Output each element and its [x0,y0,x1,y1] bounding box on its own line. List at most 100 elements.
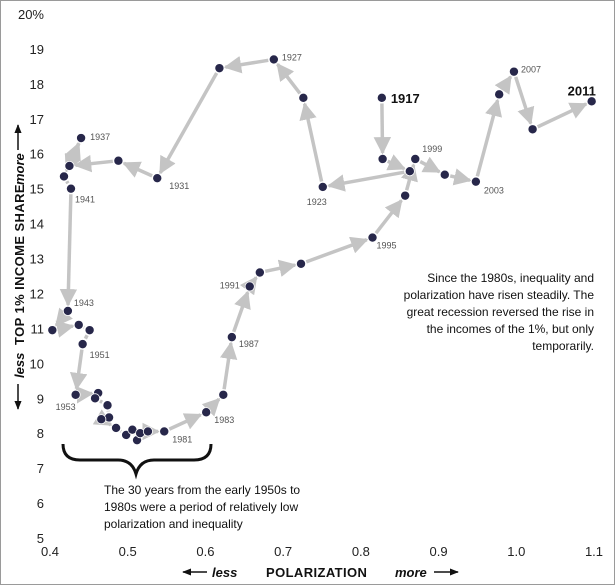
path-segment [276,62,302,95]
year-label: 1981 [172,434,192,444]
data-point [298,92,309,103]
data-point [226,332,237,343]
trajectory-path [54,56,588,441]
path-segment [122,161,153,178]
path-segment [73,154,114,173]
data-point [317,181,328,192]
low-period-brace [61,443,213,480]
year-label: 2003 [484,186,504,196]
data-point [218,389,229,400]
y-tick-label: 18 [30,77,44,92]
year-label: 1941 [75,195,95,205]
data-point [376,92,387,103]
x-axis-label: POLARIZATION [266,565,367,580]
year-labels: 1917 1923 1927 1931 1937 1941 1943 1951 1953 1981… [56,52,596,444]
x-tick-label: 0.9 [430,544,448,559]
data-point [410,153,421,164]
data-points [47,54,597,446]
data-point [254,267,265,278]
year-label: 2007 [521,65,541,75]
data-point [159,426,170,437]
data-point [142,426,153,437]
year-label: 1943 [74,298,94,308]
data-point [90,393,101,404]
data-point [65,183,76,194]
path-segment [264,259,297,277]
y-tick-label: 12 [30,286,44,301]
data-point [508,66,519,77]
y-tick-label: 16 [30,147,44,162]
data-point [58,171,69,182]
path-segment [536,102,588,129]
path-segment [168,413,203,431]
data-point [201,407,212,418]
path-segment [219,341,238,390]
x-tick-label: 0.6 [196,544,214,559]
path-segment [54,307,73,327]
path-segment [201,397,221,417]
data-point [527,124,538,135]
annotation-low-period: The 30 years from the early 1950s to 198… [104,483,301,531]
y-tick-label: 6 [37,496,44,511]
y-more-label: more [12,153,27,185]
year-label: 1999 [422,144,442,154]
x-less-label: less [212,565,237,580]
data-point [64,160,75,171]
y-tick-label: 9 [37,391,44,406]
x-axis-title: less POLARIZATION more [182,565,459,580]
data-point [152,173,163,184]
y-tick-label: 7 [37,461,44,476]
year-label: 1953 [56,402,76,412]
y-tick-label: 5 [37,531,44,546]
path-segment [232,290,251,333]
path-segment [75,385,94,404]
path-segment [449,168,472,186]
x-tick-label: 0.4 [41,544,59,559]
data-point [77,339,88,350]
year-label: 2011 [568,83,596,98]
year-label: 1927 [282,52,302,62]
y-axis-title: less TOP 1% INCOME SHARE more [12,124,27,410]
path-segment [475,98,503,177]
data-point [62,305,73,316]
path-segment [65,180,70,185]
data-point [367,232,378,243]
data-point [70,389,81,400]
data-point [586,96,597,107]
path-segment [494,75,513,95]
path-segment [55,320,75,338]
axis-ticks: 5 6 7 8 9 10 11 12 13 14 15 16 17 18 19 20% 0.4 0.5 0.6 0.7… [18,7,603,559]
y-tick-label: 19 [30,42,44,57]
year-label: 1995 [376,241,396,251]
data-point [76,133,87,144]
x-more-label: more [395,565,427,580]
path-segment [69,349,88,391]
path-segment [373,103,392,155]
data-point [377,153,388,164]
x-tick-label: 0.5 [119,544,137,559]
data-point [73,319,84,330]
x-tick-label: 0.8 [352,544,370,559]
data-point [404,166,415,177]
y-tick-label: 14 [30,217,44,232]
data-point [96,414,107,425]
year-label: 1951 [90,350,110,360]
path-segment [374,199,403,235]
x-tick-label: 1.1 [585,544,603,559]
path-segment [514,76,535,126]
year-label: 1917 [391,91,420,106]
path-segment [99,399,104,404]
path-segment [305,236,369,264]
x-tick-label: 0.7 [274,544,292,559]
data-point [214,63,225,74]
y-tick-label: 11 [31,321,45,336]
path-segment [299,102,324,182]
y-less-label: less [12,353,27,378]
year-label: 1931 [169,181,189,191]
data-point [111,422,122,433]
y-tick-label: 8 [37,426,44,441]
path-segment [92,409,113,427]
data-point [494,89,505,100]
y-tick-label: 15 [30,182,44,197]
